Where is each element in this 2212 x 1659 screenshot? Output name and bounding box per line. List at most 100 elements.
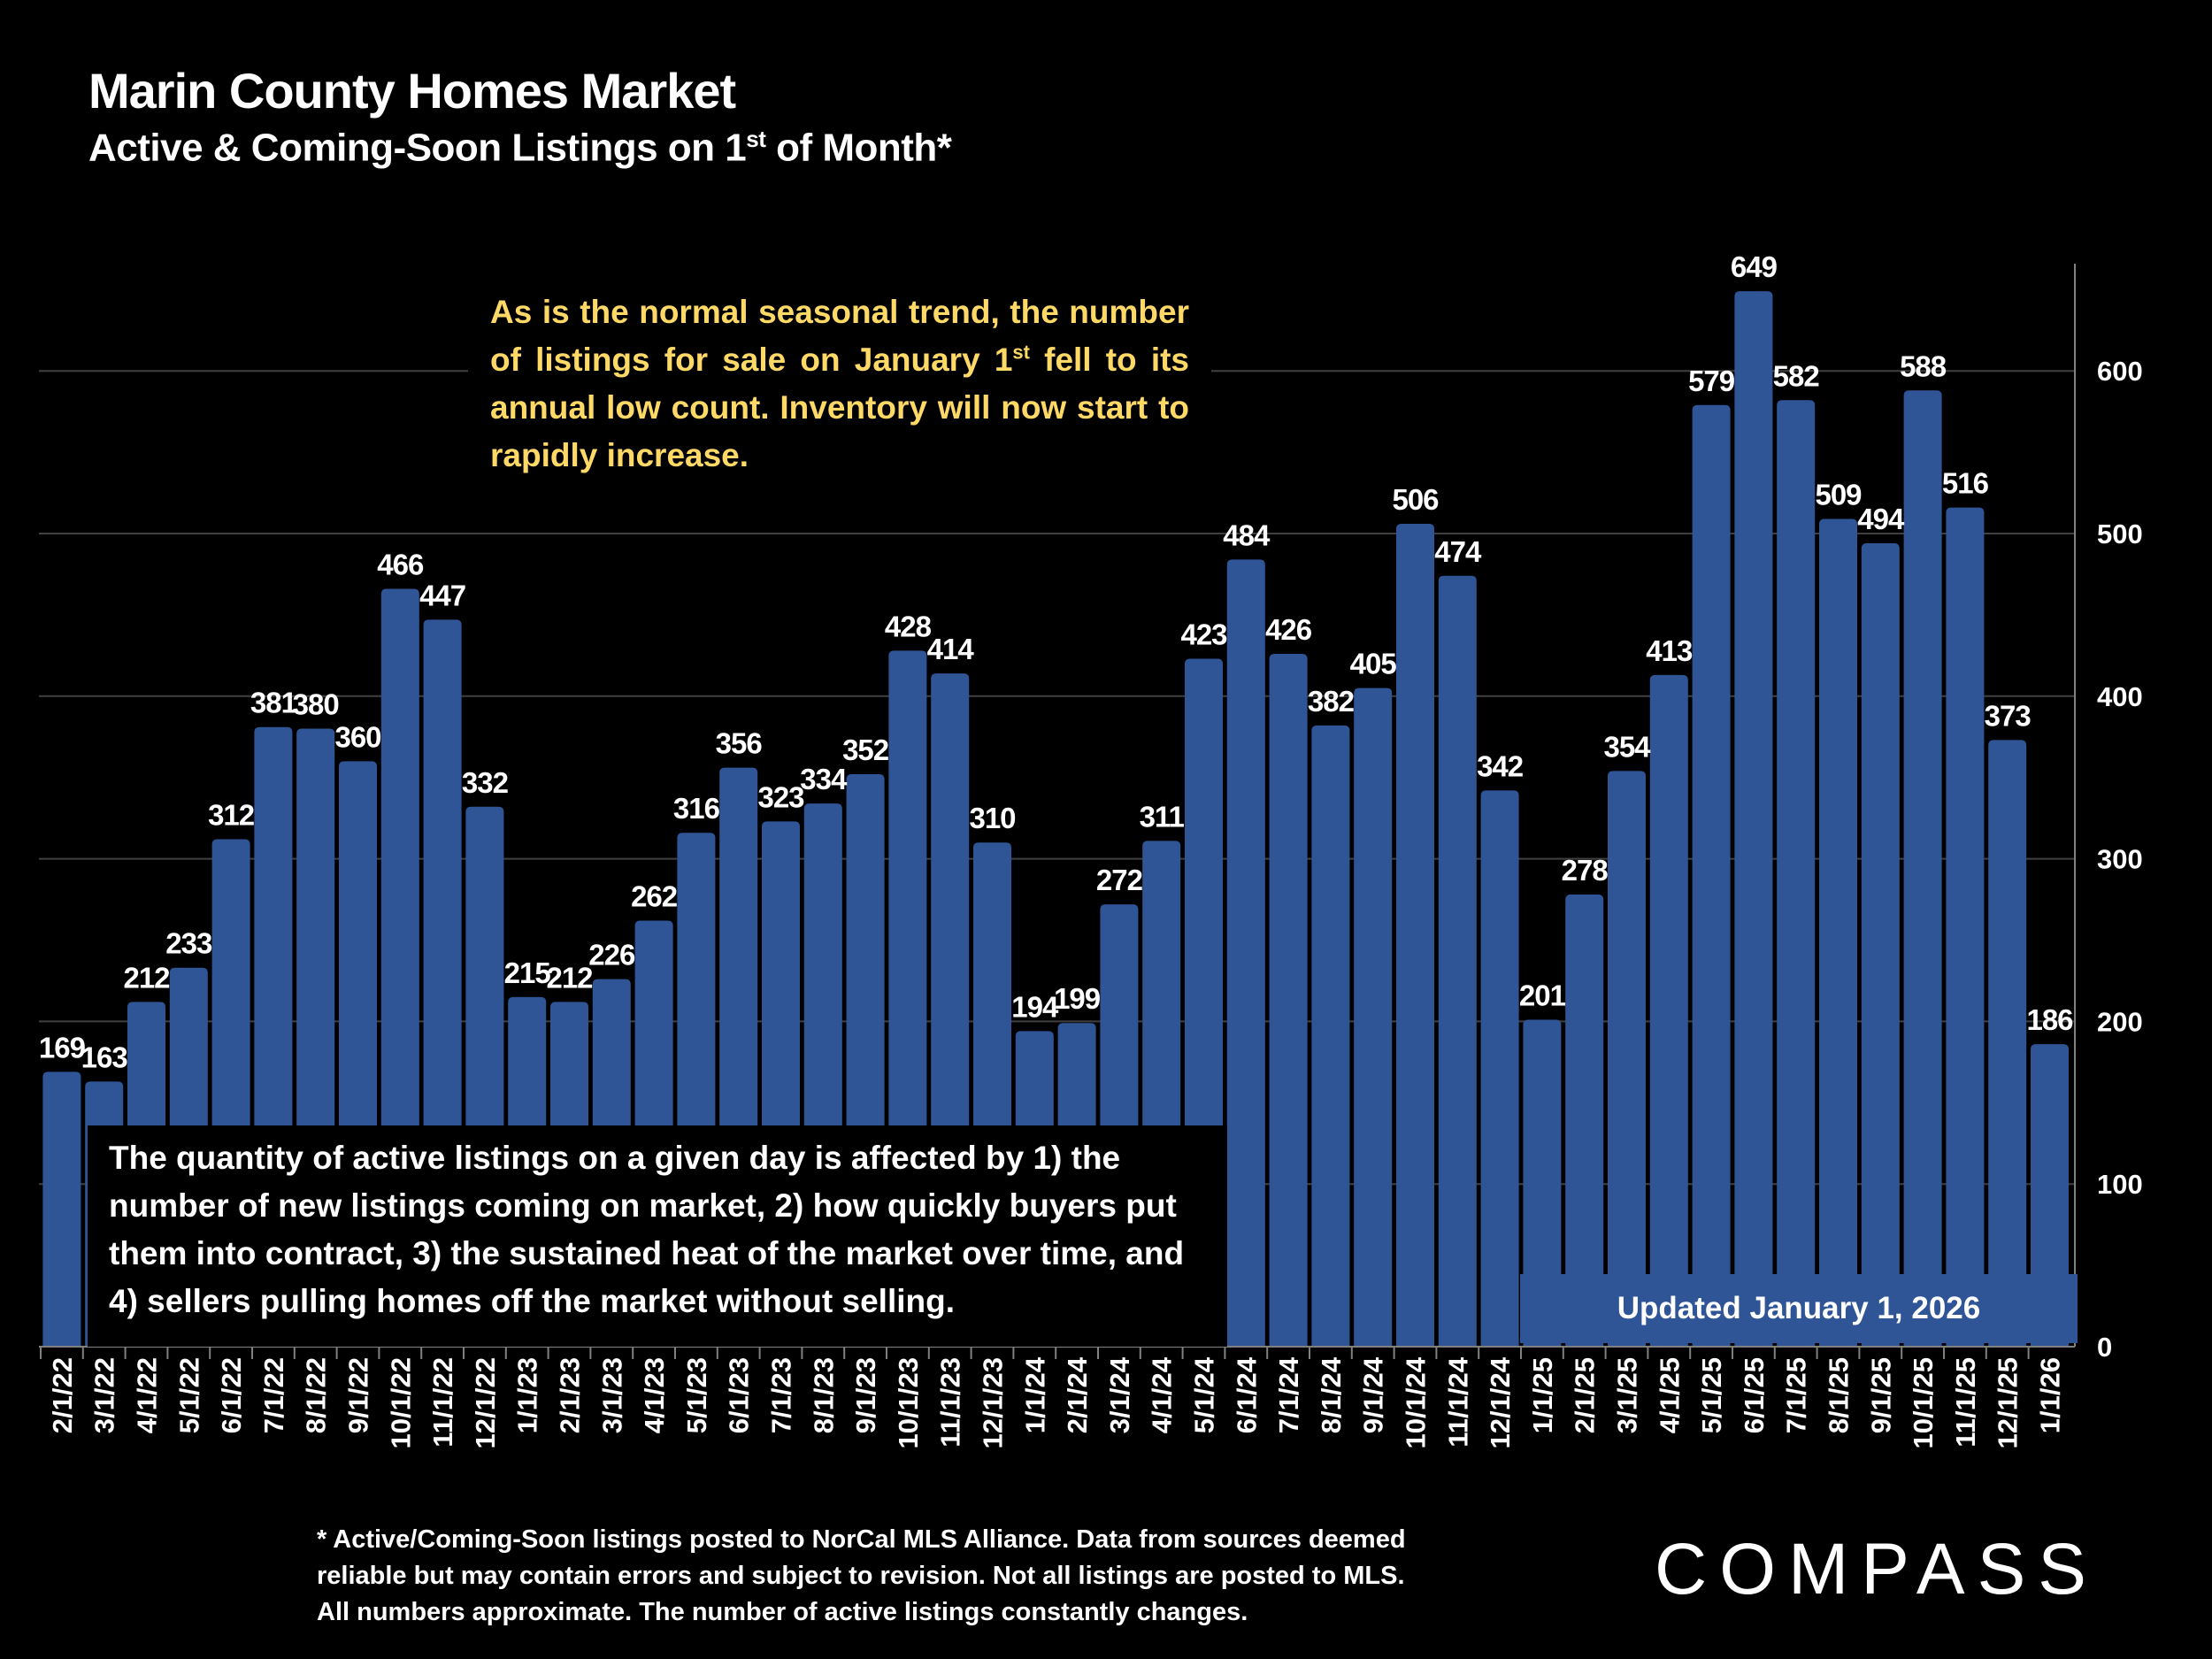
x-tick-label: 7/1/25 <box>1781 1357 1812 1433</box>
explanation-note: The quantity of active listings on a giv… <box>88 1125 1227 1347</box>
x-tick-label: 1/1/25 <box>1527 1357 1558 1433</box>
x-tick-label: 5/1/25 <box>1696 1357 1727 1433</box>
bar <box>1226 559 1265 1347</box>
x-tick-label: 4/1/22 <box>132 1357 163 1433</box>
x-tick-label: 10/1/24 <box>1401 1356 1432 1448</box>
x-tick-label: 2/1/22 <box>47 1357 78 1433</box>
bar <box>2031 1044 2069 1347</box>
x-tick-label: 9/1/22 <box>343 1357 374 1433</box>
data-label: 506 <box>1392 483 1439 516</box>
y-tick-label: 500 <box>2097 518 2143 549</box>
x-tick-label: 10/1/22 <box>385 1357 416 1448</box>
x-tick-label: 1/1/23 <box>512 1357 543 1433</box>
x-tick-label: 3/1/22 <box>89 1357 120 1433</box>
y-tick-label: 400 <box>2097 681 2143 712</box>
note-text-end: fell to its annual low count. Inventory … <box>490 342 1189 473</box>
seasonal-trend-note: As is the normal seasonal trend, the num… <box>468 285 1211 483</box>
data-label: 426 <box>1265 613 1312 646</box>
x-tick-label: 9/1/23 <box>850 1357 881 1433</box>
footnote-line: All numbers approximate. The number of a… <box>317 1598 1248 1626</box>
compass-logo: COMPASS <box>1655 1529 2099 1609</box>
x-axis: 2/1/22 3/1/22 4/1/22 5/1/22 6/1/22 7/1/22 8/1/… <box>39 1346 2075 1448</box>
data-label: 311 <box>1140 800 1185 833</box>
data-label: 310 <box>969 802 1015 834</box>
x-tick-label: 2/1/23 <box>555 1357 586 1433</box>
data-label: 194 <box>1011 990 1059 1023</box>
x-tick-label: 11/1/24 <box>1442 1356 1473 1447</box>
footnote: * Active/Coming-Soon listings posted to … <box>317 1522 1406 1631</box>
bar <box>1903 390 1942 1348</box>
bar <box>1649 674 1688 1347</box>
data-label: 352 <box>842 733 889 766</box>
x-tick-label: 12/1/22 <box>470 1357 501 1448</box>
data-label: 262 <box>631 879 678 912</box>
data-label: 509 <box>1815 478 1862 511</box>
x-tick-label: 12/1/24 <box>1485 1356 1516 1448</box>
footnote-line: * Active/Coming-Soon listings posted to … <box>317 1525 1406 1554</box>
data-label: 312 <box>208 799 255 832</box>
bar <box>1988 740 2027 1347</box>
x-tick-label: 6/1/25 <box>1739 1357 1770 1433</box>
updated-badge: Updated January 1, 2026 <box>1520 1274 2078 1343</box>
bar <box>1946 507 1985 1347</box>
x-tick-label: 1/1/26 <box>2035 1357 2066 1433</box>
subtitle-sup: st <box>746 126 766 152</box>
data-label: 316 <box>673 792 720 825</box>
y-axis: 0 100 200 300 400 500 600 <box>2074 264 2143 1363</box>
data-label: 588 <box>1900 349 1947 382</box>
data-label: 186 <box>2026 1003 2073 1036</box>
note-sup: st <box>1012 341 1030 364</box>
bar <box>1396 523 1434 1347</box>
data-label: 405 <box>1350 648 1397 680</box>
data-label: 360 <box>334 720 380 753</box>
data-label: 649 <box>1731 250 1778 283</box>
data-label: 380 <box>293 688 339 721</box>
data-label: 382 <box>1308 685 1355 718</box>
data-label: 356 <box>716 727 763 760</box>
x-tick-label: 7/1/22 <box>258 1357 289 1433</box>
data-label: 484 <box>1223 518 1271 551</box>
data-label: 169 <box>39 1031 86 1064</box>
data-label: 582 <box>1773 359 1820 392</box>
x-tick-label: 6/1/22 <box>216 1357 247 1433</box>
bar <box>1819 518 1857 1347</box>
x-tick-label: 7/1/23 <box>766 1357 797 1433</box>
data-label: 414 <box>927 633 975 665</box>
data-label: 233 <box>165 927 212 960</box>
y-tick-label: 200 <box>2097 1006 2143 1037</box>
data-label: 516 <box>1942 467 1989 500</box>
note-text: As is the normal seasonal trend, the num… <box>490 294 1189 378</box>
footnote-line: reliable but may contain errors and subj… <box>317 1562 1405 1590</box>
x-tick-label: 11/1/25 <box>1950 1357 1981 1448</box>
bar <box>1523 1019 1562 1347</box>
x-tick-label: 8/1/25 <box>1824 1357 1855 1433</box>
x-tick-label: 8/1/23 <box>808 1357 839 1433</box>
x-tick-label: 5/1/22 <box>173 1357 204 1433</box>
y-tick-label: 300 <box>2097 844 2143 875</box>
data-label: 272 <box>1096 864 1143 896</box>
data-label: 226 <box>588 939 635 972</box>
bar <box>1608 771 1646 1347</box>
x-tick-label: 2/1/25 <box>1570 1357 1601 1433</box>
bar <box>1565 895 1604 1347</box>
x-tick-label: 4/1/24 <box>1147 1356 1178 1433</box>
bar <box>1480 790 1519 1347</box>
data-label: 413 <box>1646 634 1693 667</box>
chart-title: Marin County Homes Market <box>88 63 736 119</box>
x-tick-label: 3/1/23 <box>596 1357 627 1433</box>
x-tick-label: 4/1/23 <box>639 1357 670 1433</box>
x-tick-label: 12/1/23 <box>978 1357 1009 1448</box>
x-tick-label: 10/1/23 <box>893 1357 924 1448</box>
bar <box>1354 687 1393 1347</box>
data-labels: 1691632122333123813803604664473322152122… <box>39 250 2074 1073</box>
data-label: 201 <box>1519 979 1566 1012</box>
data-label: 494 <box>1857 503 1905 535</box>
data-label: 334 <box>800 763 848 795</box>
bar <box>1734 291 1773 1348</box>
x-tick-label: 3/1/25 <box>1612 1357 1643 1433</box>
x-tick-label: 8/1/24 <box>1316 1356 1347 1433</box>
x-tick-label: 5/1/23 <box>681 1357 712 1433</box>
data-label: 474 <box>1434 535 1482 568</box>
y-tick-label: 0 <box>2097 1332 2112 1363</box>
